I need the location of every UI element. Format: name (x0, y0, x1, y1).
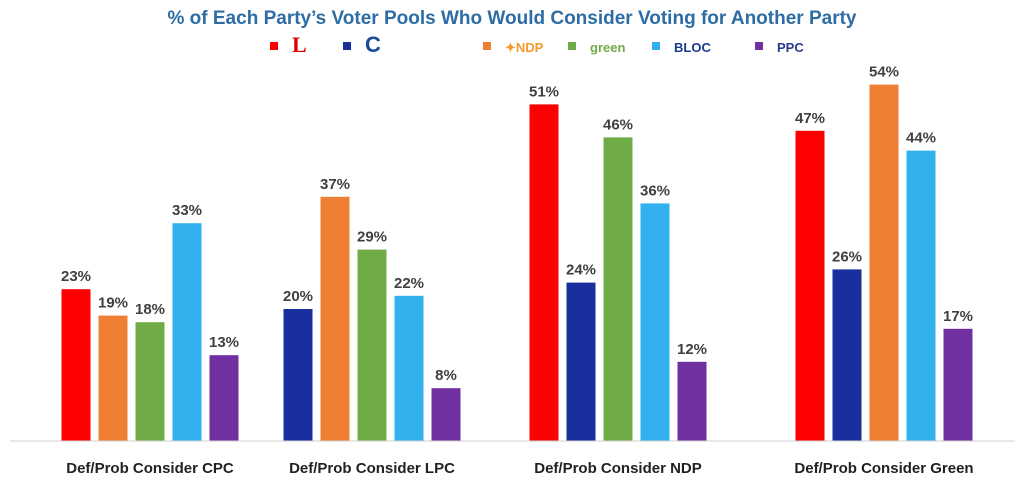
data-label: 36% (640, 182, 670, 199)
category-labels: Def/Prob Consider CPC Def/Prob Consider L… (66, 460, 973, 477)
data-label: 51% (529, 83, 559, 100)
legend-logo-ppc: PPC (777, 40, 804, 55)
legend: L C ✦NDP green BLOC PPC (270, 32, 804, 57)
legend-logo-green: green (590, 40, 625, 55)
bar-lpc-2 (529, 104, 559, 442)
data-label: 22% (394, 275, 424, 292)
legend-swatch (343, 42, 351, 50)
data-label: 12% (677, 341, 707, 358)
chart-title: % of Each Party’s Voter Pools Who Would … (168, 8, 857, 29)
legend-swatch (483, 42, 491, 50)
data-label: 26% (832, 248, 862, 265)
data-label: 54% (869, 64, 899, 81)
bar-cpc-3 (832, 269, 862, 441)
data-label: 18% (135, 301, 165, 318)
bar-ppc-1 (431, 388, 461, 441)
data-label: 20% (283, 288, 313, 305)
legend-logo-ndp: ✦NDP (505, 40, 544, 55)
bars: 23% 19% 18% 33% 13% 20% 37% 29% 22% 8% 51% 24% 46% 36… (61, 64, 973, 442)
data-label: 24% (566, 262, 596, 279)
data-label: 8% (435, 367, 457, 384)
data-label: 17% (943, 308, 973, 325)
legend-logo-cpc: C (365, 32, 381, 57)
bar-cpc-1 (283, 309, 313, 441)
bar-ppc-2 (677, 361, 707, 441)
data-label: 44% (906, 130, 936, 147)
bar-green-0 (135, 322, 165, 441)
legend-swatch (568, 42, 576, 50)
bar-bloc-qu-b-cois-2 (640, 203, 670, 441)
legend-swatch (270, 42, 278, 50)
bar-green-2 (603, 137, 633, 441)
bar-ndp-0 (98, 315, 128, 441)
bar-lpc-0 (61, 289, 91, 441)
data-label: 23% (61, 268, 91, 285)
data-label: 46% (603, 116, 633, 133)
bar-lpc-3 (795, 130, 825, 442)
legend-swatch (755, 42, 763, 50)
category-label: Def/Prob Consider LPC (289, 460, 455, 477)
data-label: 19% (98, 295, 128, 312)
legend-logo-lpc: L (292, 32, 307, 57)
data-label: 29% (357, 229, 387, 246)
data-label: 47% (795, 110, 825, 127)
bar-bloc-qu-b-cois-0 (172, 223, 202, 441)
data-label: 33% (172, 202, 202, 219)
category-label: Def/Prob Consider Green (794, 460, 973, 477)
data-label: 37% (320, 176, 350, 193)
bar-ndp-3 (869, 84, 899, 441)
bar-bloc-qu-b-cois-1 (394, 295, 424, 441)
legend-swatch (652, 42, 660, 50)
bar-ppc-3 (943, 328, 973, 441)
data-label: 13% (209, 334, 239, 351)
category-label: Def/Prob Consider CPC (66, 460, 234, 477)
category-label: Def/Prob Consider NDP (534, 460, 702, 477)
legend-logo-bloc-qu-b-cois: BLOC (674, 40, 711, 55)
bar-cpc-2 (566, 282, 596, 441)
bar-ppc-0 (209, 355, 239, 441)
bar-green-1 (357, 249, 387, 441)
bar-bloc-qu-b-cois-3 (906, 150, 936, 441)
bar-ndp-1 (320, 196, 350, 441)
